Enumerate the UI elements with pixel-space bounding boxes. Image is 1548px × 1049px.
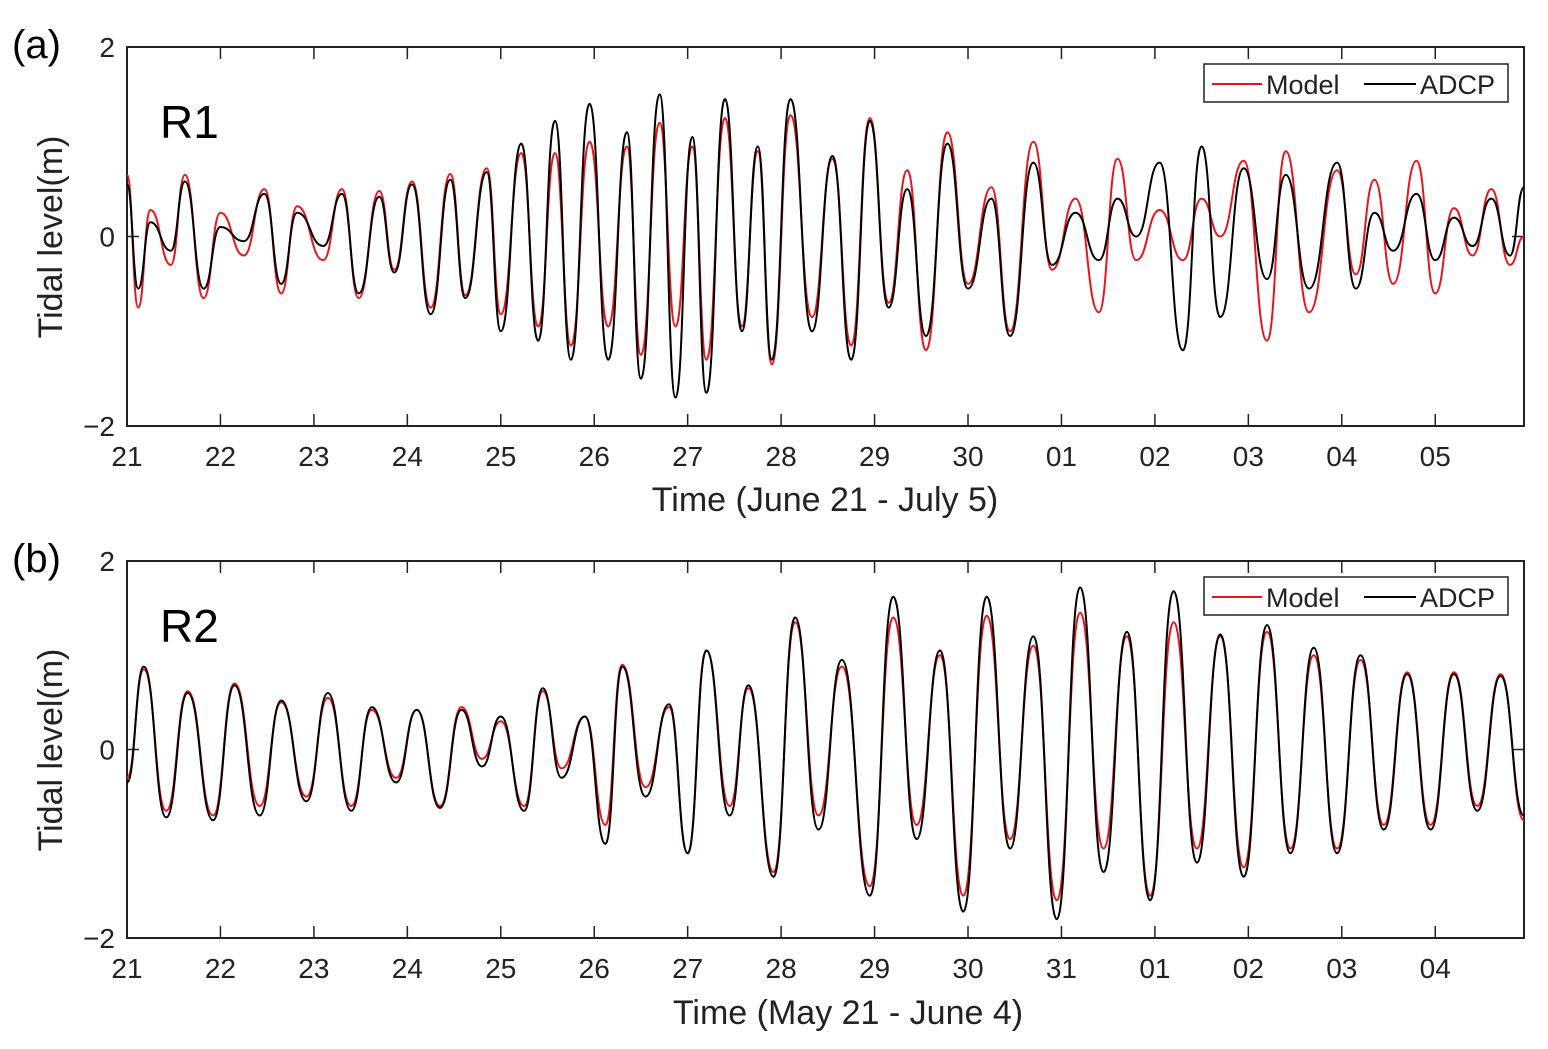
x-tick-label: 01 <box>1046 441 1077 472</box>
legend-label-model: Model <box>1266 583 1340 613</box>
panel-label: (a) <box>12 23 61 67</box>
station-label: R2 <box>160 600 219 652</box>
y-tick-label: −2 <box>83 923 115 954</box>
legend-label-adcp: ADCP <box>1420 70 1495 100</box>
x-tick-label: 27 <box>672 953 703 984</box>
x-tick-label: 21 <box>111 953 142 984</box>
x-tick-label: 21 <box>111 441 142 472</box>
series-line-adcp <box>126 93 1525 399</box>
series-line-adcp <box>126 586 1525 921</box>
station-label: R1 <box>160 96 219 148</box>
x-tick-label: 28 <box>766 953 797 984</box>
panel-label: (b) <box>12 537 61 581</box>
x-tick-label: 25 <box>485 441 516 472</box>
x-tick-label: 02 <box>1139 441 1170 472</box>
legend-label-model: Model <box>1266 70 1340 100</box>
tick-group: 21 22 23 24 25 26 27 28 29 30 01 02 03 04 05−202 <box>83 32 1524 472</box>
y-tick-label: 2 <box>99 546 115 577</box>
x-tick-label: 29 <box>859 441 890 472</box>
x-tick-label: 31 <box>1046 953 1077 984</box>
y-tick-label: −2 <box>83 411 115 442</box>
panel-b: (b) R2 21 22 23 24 25 26 27 28 29 30 31 01 02 03 04−20… <box>12 537 1525 1032</box>
x-tick-label: 03 <box>1326 953 1357 984</box>
tick-group: 21 22 23 24 25 26 27 28 29 30 31 01 02 03 04−202 <box>83 546 1524 984</box>
x-tick-label: 03 <box>1233 441 1264 472</box>
x-tick-label: 23 <box>298 441 329 472</box>
x-tick-label: 28 <box>766 441 797 472</box>
y-tick-label: 0 <box>99 222 115 253</box>
x-tick-label: 27 <box>672 441 703 472</box>
y-axis-title: Tidal level(m) <box>32 649 70 852</box>
x-tick-label: 30 <box>952 441 983 472</box>
x-tick-label: 23 <box>298 953 329 984</box>
legend: Model ADCP <box>1203 63 1509 103</box>
x-axis-title: Time (May 21 - June 4) <box>673 994 1023 1032</box>
series-group <box>126 586 1525 921</box>
x-tick-label: 24 <box>392 953 423 984</box>
x-tick-label: 26 <box>579 441 610 472</box>
x-tick-label: 22 <box>205 953 236 984</box>
x-tick-label: 04 <box>1326 441 1357 472</box>
x-axis-title: Time (June 21 - July 5) <box>652 481 998 519</box>
series-line-model <box>126 114 1525 366</box>
y-axis-title: Tidal level(m) <box>32 136 70 339</box>
series-line-model <box>126 611 1525 902</box>
x-tick-label: 01 <box>1139 953 1170 984</box>
x-tick-label: 25 <box>485 953 516 984</box>
x-tick-label: 05 <box>1420 441 1451 472</box>
legend: Model ADCP <box>1203 576 1509 616</box>
panel-a: (a) R1 21 22 23 24 25 26 27 28 29 30 01 02 03 04 05−20… <box>12 23 1525 519</box>
x-tick-label: 29 <box>859 953 890 984</box>
x-tick-label: 26 <box>579 953 610 984</box>
legend-label-adcp: ADCP <box>1420 583 1495 613</box>
plot-frame <box>126 560 1525 939</box>
plot-frame <box>126 46 1525 427</box>
x-tick-label: 30 <box>952 953 983 984</box>
x-tick-label: 02 <box>1233 953 1264 984</box>
x-tick-label: 24 <box>392 441 423 472</box>
series-group <box>126 93 1525 399</box>
x-tick-label: 22 <box>205 441 236 472</box>
y-tick-label: 2 <box>99 32 115 63</box>
y-tick-label: 0 <box>99 735 115 766</box>
x-tick-label: 04 <box>1420 953 1451 984</box>
